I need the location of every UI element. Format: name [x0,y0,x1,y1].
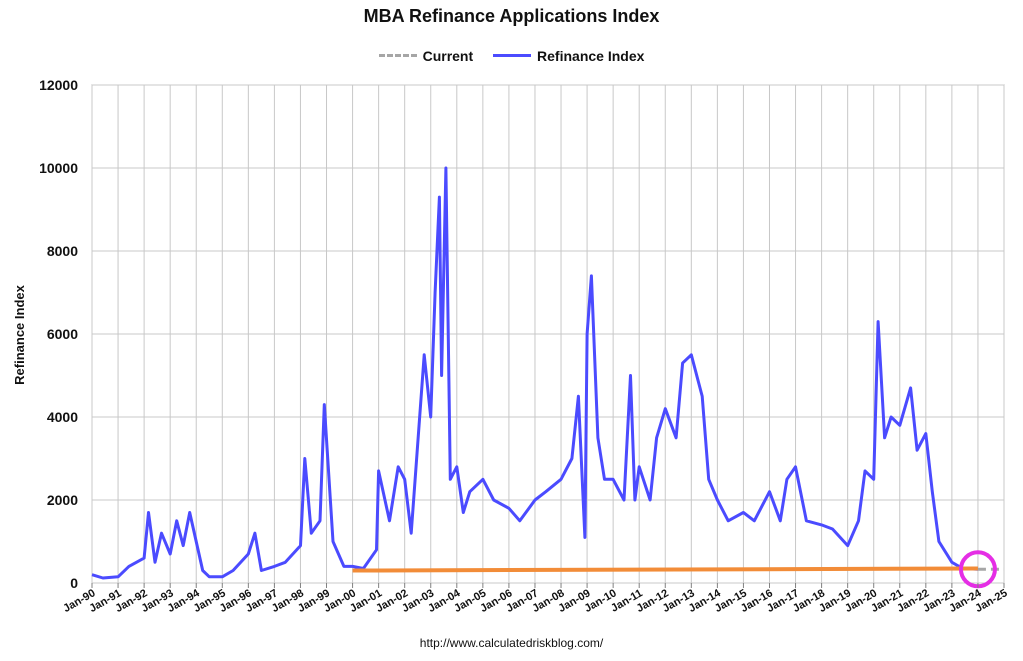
y-tick-label: 2000 [47,492,78,508]
legend-swatch-refinance-index [493,54,532,57]
y-tick-label: 8000 [47,243,78,259]
legend-label-refinance-index: Refinance Index [537,47,645,64]
legend-swatch-current [378,54,417,57]
y-tick-label: 0 [70,575,78,591]
y-tick-label: 10000 [39,160,78,176]
y-axis-label: Refinance Index [12,284,27,384]
y-tick-label: 6000 [47,326,78,342]
trend-line [352,566,978,573]
chart-title: MBA Refinance Applications Index [363,6,660,26]
grid-layer [91,84,1005,584]
legend-item-refinance-index: Refinance Index [493,48,644,64]
series-line-refinance-index [91,166,978,580]
legend-item-current: Current [378,47,474,64]
legend-label-current: Current [422,47,474,64]
y-tick-label: 4000 [47,409,78,425]
legend: Current Refinance Index [0,44,1023,64]
source-url: http://www.calculatedriskblog.com/ [419,636,604,650]
y-tick-label: 12000 [39,77,78,93]
